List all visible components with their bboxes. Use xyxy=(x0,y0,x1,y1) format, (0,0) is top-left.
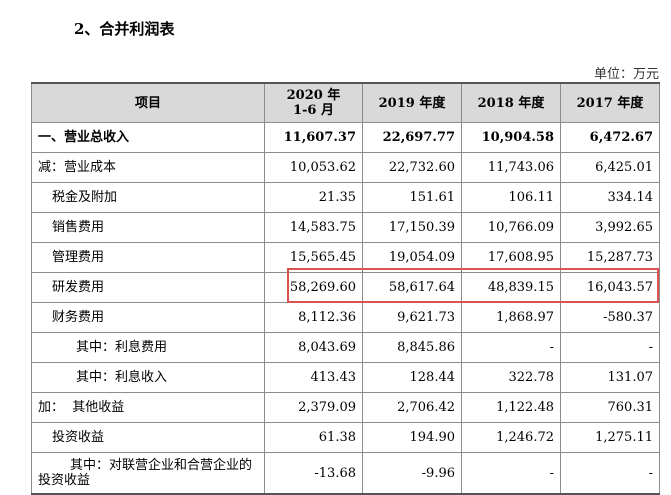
table-row: 加： 其他收益 2,379.09 2,706.42 1,122.48 760.3… xyxy=(31,392,660,423)
cell-value: 11,743.06 xyxy=(461,152,561,183)
header-2017: 2017 年度 xyxy=(560,82,660,123)
row-label: 税金及附加 xyxy=(31,182,265,213)
section-title: 2、合并利润表 xyxy=(74,20,175,38)
cell-value: 334.14 xyxy=(560,182,660,213)
cell-value: 322.78 xyxy=(461,362,561,393)
row-label: 其中：利息收入 xyxy=(31,362,265,393)
cell-value: 2,379.09 xyxy=(264,392,363,423)
cell-value: 194.90 xyxy=(362,422,462,453)
cell-value: - xyxy=(560,332,660,363)
cell-value: 61.38 xyxy=(264,422,363,453)
header-2020h1: 2020 年 1-6 月 xyxy=(264,82,363,123)
row-label: 减：营业成本 xyxy=(31,152,265,183)
cell-value: -13.68 xyxy=(264,452,363,495)
cell-value: 8,043.69 xyxy=(264,332,363,363)
cell-value: 8,112.36 xyxy=(264,302,363,333)
header-2018: 2018 年度 xyxy=(461,82,561,123)
table-row: 其中：利息费用 8,043.69 8,845.86 - - xyxy=(31,332,660,363)
table-row-rd-expense: 研发费用 58,269.60 58,617.64 48,839.15 16,04… xyxy=(31,272,660,303)
table-row: 管理费用 15,565.45 19,054.09 17,608.95 15,28… xyxy=(31,242,660,273)
row-label: 加： 其他收益 xyxy=(31,392,265,423)
cell-value: 10,904.58 xyxy=(461,122,561,153)
cell-value: 1,275.11 xyxy=(560,422,660,453)
cell-value: 128.44 xyxy=(362,362,462,393)
table-row: 税金及附加 21.35 151.61 106.11 334.14 xyxy=(31,182,660,213)
table-row: 减：营业成本 10,053.62 22,732.60 11,743.06 6,4… xyxy=(31,152,660,183)
unit-label: 单位：万元 xyxy=(593,67,659,82)
header-2019: 2019 年度 xyxy=(362,82,462,123)
cell-value: 17,608.95 xyxy=(461,242,561,273)
row-label: 投资收益 xyxy=(31,422,265,453)
table-row: 财务费用 8,112.36 9,621.73 1,868.97 -580.37 xyxy=(31,302,660,333)
cell-value: 1,122.48 xyxy=(461,392,561,423)
cell-value: -580.37 xyxy=(560,302,660,333)
cell-value: 3,992.65 xyxy=(560,212,660,243)
cell-value: 6,472.67 xyxy=(560,122,660,153)
cell-value: 15,287.73 xyxy=(560,242,660,273)
cell-value: 151.61 xyxy=(362,182,462,213)
cell-value: - xyxy=(461,332,561,363)
cell-value: 17,150.39 xyxy=(362,212,462,243)
cell-value: 48,839.15 xyxy=(461,272,561,303)
cell-value: 15,565.45 xyxy=(264,242,363,273)
cell-value: 8,845.86 xyxy=(362,332,462,363)
cell-value: 58,269.60 xyxy=(264,272,363,303)
table-row: 其中：利息收入 413.43 128.44 322.78 131.07 xyxy=(31,362,660,393)
cell-value: 106.11 xyxy=(461,182,561,213)
cell-value: 21.35 xyxy=(264,182,363,213)
cell-value: - xyxy=(461,452,561,495)
cell-value: - xyxy=(560,452,660,495)
row-label: 财务费用 xyxy=(31,302,265,333)
row-label: 管理费用 xyxy=(31,242,265,273)
table-row: 投资收益 61.38 194.90 1,246.72 1,275.11 xyxy=(31,422,660,453)
cell-value: 19,054.09 xyxy=(362,242,462,273)
cell-value: 131.07 xyxy=(560,362,660,393)
row-label: 一、营业总收入 xyxy=(31,122,265,153)
table-row: 销售费用 14,583.75 17,150.39 10,766.09 3,992… xyxy=(31,212,660,243)
header-item: 项目 xyxy=(31,82,265,123)
table-header-row: 项目 2020 年 1-6 月 2019 年度 2018 年度 2017 年度 xyxy=(31,82,660,123)
cell-value: 1,868.97 xyxy=(461,302,561,333)
cell-value: 22,732.60 xyxy=(362,152,462,183)
cell-value: 16,043.57 xyxy=(560,272,660,303)
cell-value: 2,706.42 xyxy=(362,392,462,423)
table-row: 其中：对联营企业和合营企业的投资收益 -13.68 -9.96 - - xyxy=(31,452,660,495)
cell-value: -9.96 xyxy=(362,452,462,495)
cell-value: 413.43 xyxy=(264,362,363,393)
cell-value: 10,766.09 xyxy=(461,212,561,243)
cell-value: 14,583.75 xyxy=(264,212,363,243)
table-row: 一、营业总收入 11,607.37 22,697.77 10,904.58 6,… xyxy=(31,122,660,153)
row-label: 研发费用 xyxy=(31,272,265,303)
cell-value: 760.31 xyxy=(560,392,660,423)
cell-value: 9,621.73 xyxy=(362,302,462,333)
row-label: 其中：对联营企业和合营企业的投资收益 xyxy=(31,452,265,495)
row-label: 销售费用 xyxy=(31,212,265,243)
income-statement-table: 项目 2020 年 1-6 月 2019 年度 2018 年度 2017 年度 … xyxy=(31,82,660,495)
cell-value: 10,053.62 xyxy=(264,152,363,183)
cell-value: 1,246.72 xyxy=(461,422,561,453)
cell-value: 22,697.77 xyxy=(362,122,462,153)
row-label: 其中：利息费用 xyxy=(31,332,265,363)
cell-value: 58,617.64 xyxy=(362,272,462,303)
cell-value: 11,607.37 xyxy=(264,122,363,153)
cell-value: 6,425.01 xyxy=(560,152,660,183)
